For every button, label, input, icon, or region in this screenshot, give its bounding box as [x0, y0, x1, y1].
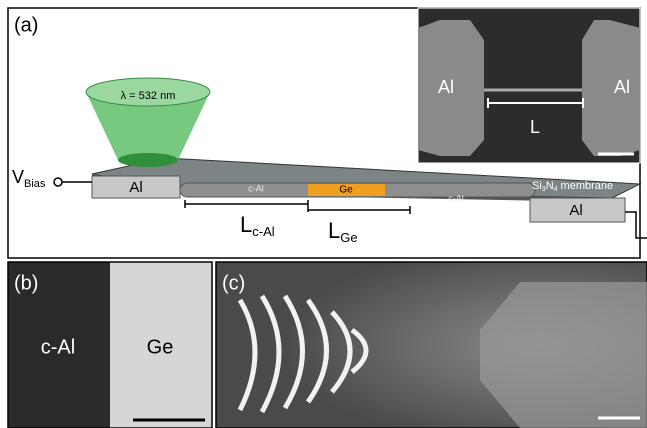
text: membrane [561, 180, 614, 192]
text: Bias [24, 178, 46, 190]
region-label: c-Al [41, 336, 75, 358]
text: c-Al [252, 224, 275, 239]
terminal [53, 177, 63, 187]
wire-label: Ge [339, 185, 353, 196]
wire-label: c-Al [248, 183, 264, 193]
text: V [12, 167, 24, 187]
ground-wire [625, 211, 647, 239]
electrode [582, 20, 640, 156]
inset-label: Al [614, 77, 630, 97]
membrane-label: Si3N4 membrane [532, 180, 613, 193]
inset-label: L [530, 117, 540, 137]
panel-b-frame [7, 261, 213, 428]
dimension-lines [184, 200, 411, 214]
text: Ge [340, 230, 357, 245]
pad-label: Al [569, 202, 582, 219]
electrode [480, 282, 647, 428]
laser-top [85, 77, 211, 107]
bias-label: VBias [12, 167, 46, 190]
c-al-region [8, 262, 110, 428]
text: Si [532, 180, 542, 192]
panel-label: (a) [14, 14, 38, 36]
laser-spot [118, 153, 178, 167]
text: 4 [554, 186, 558, 193]
ge-segment [308, 184, 385, 196]
length-label: Lc-Al [240, 212, 275, 240]
inset-label: Al [438, 77, 454, 97]
pad [91, 175, 181, 199]
laser-cone [86, 92, 210, 160]
pad [529, 197, 626, 223]
electrode [418, 20, 484, 156]
length-label: LGe [328, 218, 358, 246]
text: L [328, 218, 340, 243]
text: N [546, 180, 554, 192]
panel-label: (c) [222, 272, 245, 294]
text: 3 [542, 186, 546, 193]
length-marker [487, 98, 584, 108]
grating [237, 294, 369, 414]
panel-label: (b) [14, 272, 38, 294]
wire-label: c-Al [448, 193, 464, 203]
ge-region [110, 262, 212, 428]
region-label: Ge [147, 336, 174, 358]
text: L [240, 212, 252, 237]
laser-label: λ = 532 nm [121, 90, 176, 102]
pad-label: Al [129, 179, 142, 196]
